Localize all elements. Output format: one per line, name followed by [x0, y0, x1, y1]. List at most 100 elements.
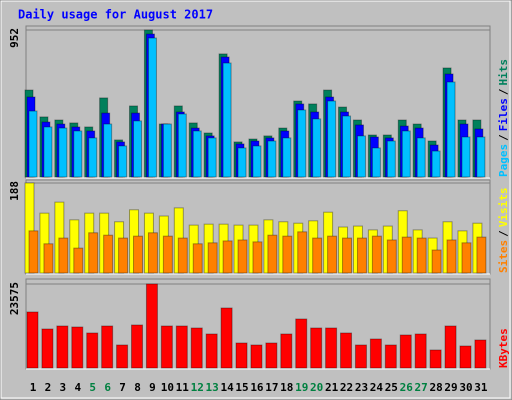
bar — [414, 333, 427, 369]
x-tick-label: 30 — [459, 381, 472, 394]
x-tick-label: 8 — [134, 381, 141, 394]
y-tick-label: 188 — [8, 181, 21, 201]
bar — [342, 115, 352, 178]
bar — [160, 325, 173, 369]
bar — [371, 235, 382, 274]
x-tick-label: 6 — [104, 381, 111, 394]
chart-title: Daily usage for August 2017 — [18, 8, 213, 22]
legend-separator: / — [497, 88, 510, 95]
x-tick-label: 21 — [325, 381, 339, 394]
bar — [356, 237, 367, 274]
bar — [446, 239, 457, 274]
bar — [312, 237, 323, 274]
bar — [295, 318, 308, 369]
bar — [312, 118, 322, 178]
bar — [267, 140, 277, 178]
legend-entry: KBytes — [497, 328, 510, 368]
bar — [58, 127, 68, 178]
x-tick-label: 17 — [265, 381, 278, 394]
bar — [431, 249, 442, 274]
bar — [192, 243, 203, 274]
x-tick-label: 29 — [444, 381, 457, 394]
bar — [88, 137, 98, 178]
bar — [58, 237, 69, 274]
bar — [222, 62, 232, 178]
bar — [474, 339, 487, 369]
bar — [327, 235, 338, 274]
bar — [133, 235, 144, 274]
bar — [86, 332, 99, 369]
bar — [28, 110, 38, 178]
legend-entry: Visits — [497, 188, 510, 228]
bar — [192, 130, 202, 178]
bar — [476, 136, 486, 178]
bar — [175, 325, 188, 369]
bar — [444, 325, 457, 369]
x-tick-label: 27 — [415, 381, 428, 394]
bar — [26, 311, 39, 369]
bar — [265, 342, 278, 369]
bar — [461, 242, 472, 274]
bar — [237, 147, 247, 178]
bar — [118, 145, 128, 178]
bar — [222, 240, 233, 274]
bar — [280, 333, 293, 369]
legend: Pages / Files / Hits — [497, 59, 510, 177]
legend-entry: Hits — [497, 59, 510, 86]
legend-entry: Sites — [497, 240, 510, 273]
x-tick-label: 13 — [206, 381, 219, 394]
bar — [237, 239, 248, 274]
x-tick-label: 28 — [429, 381, 442, 394]
bar — [147, 37, 157, 178]
bar — [118, 237, 129, 274]
x-tick-label: 19 — [295, 381, 308, 394]
bar — [73, 247, 84, 274]
bar — [297, 231, 308, 274]
bar — [101, 325, 114, 369]
bar — [88, 232, 99, 274]
bar — [71, 326, 84, 369]
bar — [340, 332, 353, 369]
bar — [401, 130, 411, 178]
bar — [207, 242, 218, 274]
bar — [41, 328, 54, 369]
legend-entry: Pages — [497, 144, 510, 177]
bar — [354, 344, 367, 369]
bar — [310, 327, 323, 369]
x-tick-label: 2 — [45, 381, 52, 394]
bar — [177, 237, 188, 274]
bar — [116, 344, 129, 369]
bar — [416, 137, 426, 178]
bar — [325, 327, 338, 369]
bar — [205, 333, 218, 369]
bar — [103, 234, 114, 274]
x-tick-label: 25 — [385, 381, 398, 394]
bar — [267, 234, 278, 274]
bar — [190, 327, 203, 369]
bar — [446, 81, 456, 178]
y-tick-label: 23575 — [8, 282, 21, 315]
bar — [162, 123, 172, 178]
legend: Sites / Visits — [497, 188, 510, 274]
bar — [43, 243, 54, 274]
x-tick-label: 15 — [235, 381, 248, 394]
x-tick-label: 22 — [340, 381, 353, 394]
x-tick-label: 1 — [30, 381, 37, 394]
x-tick-label: 4 — [74, 381, 81, 394]
x-tick-label: 20 — [310, 381, 323, 394]
bar — [416, 237, 427, 274]
bar — [431, 150, 441, 178]
x-tick-label: 9 — [149, 381, 156, 394]
x-tick-label: 23 — [355, 381, 368, 394]
bar — [327, 100, 337, 178]
x-tick-label: 5 — [89, 381, 96, 394]
bar — [297, 109, 307, 178]
bar — [476, 236, 487, 274]
bar — [177, 113, 187, 178]
bar — [252, 145, 262, 178]
bar — [147, 232, 158, 274]
bar — [461, 136, 471, 178]
bar — [282, 137, 292, 178]
bar — [384, 344, 397, 369]
